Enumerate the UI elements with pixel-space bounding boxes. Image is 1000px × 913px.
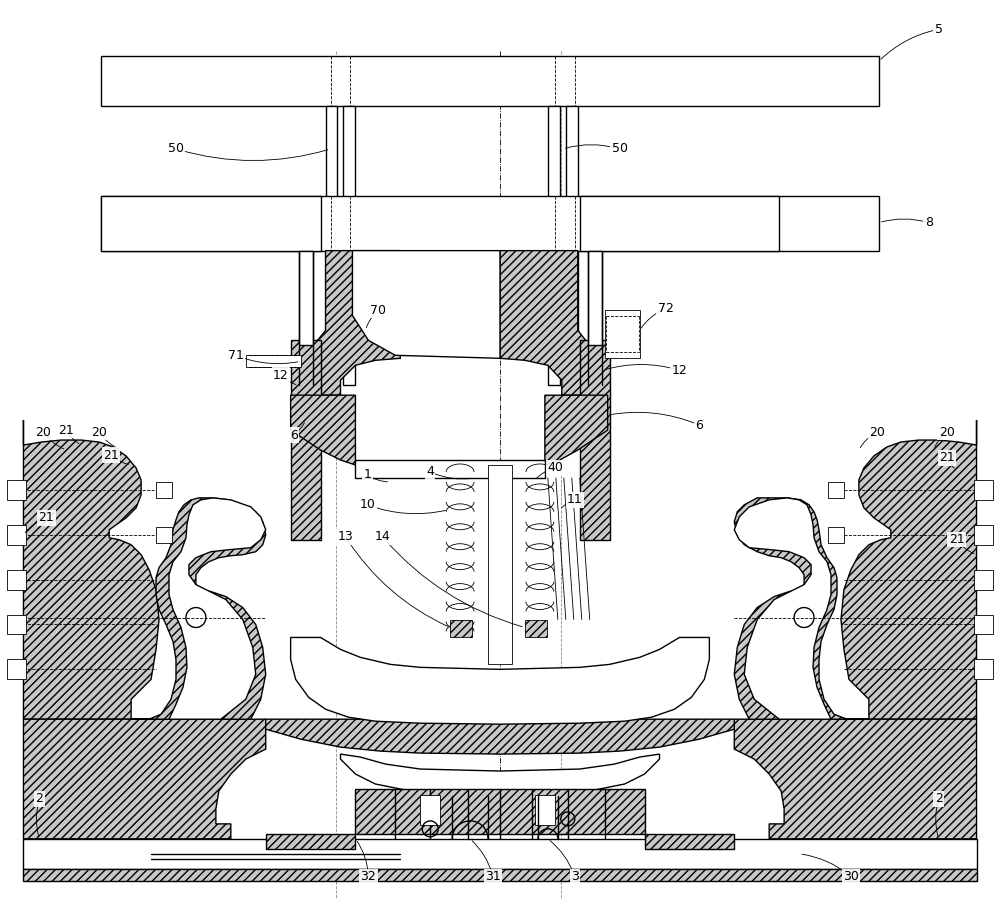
Bar [566, 106, 578, 385]
Bar [645, 834, 734, 849]
Text: 11: 11 [567, 493, 583, 507]
Text: 21: 21 [39, 511, 54, 524]
Bar [326, 106, 337, 385]
Bar [974, 480, 993, 500]
Text: 30: 30 [843, 870, 859, 883]
Polygon shape [500, 251, 598, 395]
Polygon shape [352, 251, 500, 358]
Text: 32: 32 [361, 870, 376, 883]
Text: 4: 4 [426, 466, 434, 478]
Bar [299, 251, 313, 345]
Polygon shape [340, 754, 660, 796]
Bar [420, 795, 440, 824]
Polygon shape [23, 420, 159, 719]
Text: 2: 2 [935, 792, 943, 805]
Bar [525, 620, 547, 637]
Bar [101, 195, 879, 251]
Text: 50: 50 [612, 142, 628, 155]
Text: 71: 71 [228, 349, 244, 362]
Text: 21: 21 [58, 424, 74, 436]
Text: 1: 1 [363, 468, 371, 481]
Text: 14: 14 [374, 530, 390, 543]
Bar [7, 480, 26, 500]
Polygon shape [291, 395, 355, 465]
Text: 2: 2 [35, 792, 43, 805]
Bar [974, 525, 993, 545]
Text: 13: 13 [338, 530, 353, 543]
Polygon shape [291, 637, 709, 724]
Bar [605, 310, 640, 358]
Polygon shape [169, 498, 266, 719]
Bar [588, 251, 602, 345]
Polygon shape [545, 395, 608, 465]
Text: 40: 40 [547, 461, 563, 475]
Text: 20: 20 [939, 425, 955, 438]
Bar [156, 482, 172, 498]
Text: 20: 20 [91, 425, 107, 438]
Text: 70: 70 [370, 304, 386, 317]
Polygon shape [734, 498, 831, 719]
Bar [246, 355, 301, 367]
Bar [156, 527, 172, 542]
Bar [101, 195, 321, 251]
Bar [548, 106, 560, 385]
Text: 20: 20 [869, 425, 885, 438]
Polygon shape [841, 420, 977, 719]
Text: 8: 8 [925, 216, 933, 229]
Polygon shape [734, 498, 869, 719]
Bar [974, 614, 993, 635]
Bar [23, 839, 977, 869]
Bar [355, 460, 545, 477]
Text: 5: 5 [935, 23, 943, 36]
Bar [355, 789, 645, 834]
Text: 31: 31 [485, 870, 501, 883]
Text: 12: 12 [273, 369, 289, 382]
Bar [488, 465, 512, 665]
Polygon shape [734, 719, 977, 839]
Text: 10: 10 [359, 498, 375, 511]
Bar [828, 527, 844, 542]
Bar [535, 795, 555, 824]
Text: 3: 3 [571, 870, 579, 883]
Bar [580, 341, 610, 540]
Text: 50: 50 [168, 142, 184, 155]
Bar [974, 659, 993, 679]
Bar [343, 106, 355, 385]
Text: 6: 6 [290, 428, 298, 442]
Polygon shape [131, 498, 266, 719]
Polygon shape [306, 251, 400, 395]
Bar [7, 525, 26, 545]
Bar [291, 341, 321, 540]
Bar [7, 570, 26, 590]
Text: 21: 21 [103, 448, 119, 461]
Bar [266, 834, 355, 849]
Bar [7, 614, 26, 635]
Bar [101, 57, 879, 106]
Text: 72: 72 [658, 302, 673, 315]
Bar [580, 195, 779, 251]
Text: 21: 21 [939, 452, 955, 465]
Polygon shape [266, 719, 734, 754]
Bar [23, 869, 977, 881]
Bar [828, 482, 844, 498]
Text: 21: 21 [949, 533, 964, 546]
Text: 20: 20 [35, 425, 51, 438]
Text: 12: 12 [672, 363, 687, 377]
Bar [974, 570, 993, 590]
Bar [450, 620, 472, 637]
Bar [7, 659, 26, 679]
Text: 6: 6 [695, 418, 703, 432]
Polygon shape [23, 719, 266, 839]
